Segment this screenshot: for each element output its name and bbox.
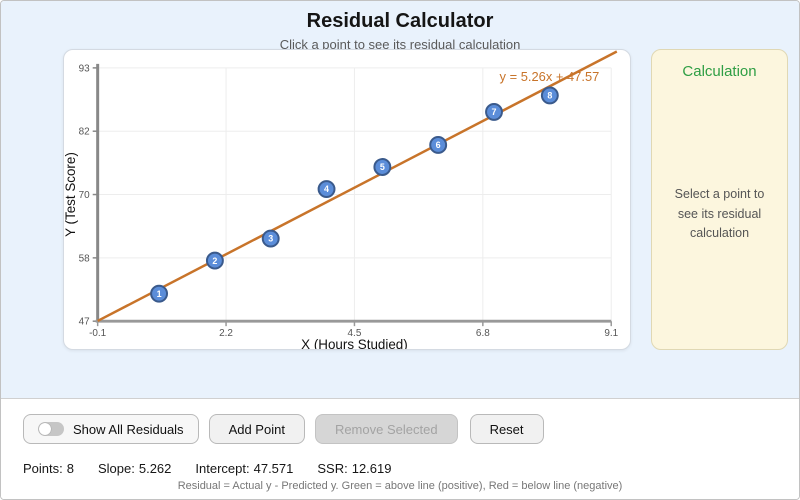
controls-row: Show All Residuals Add Point Remove Sele…	[23, 414, 799, 444]
y-tick-label: 70	[79, 190, 91, 201]
stat-ssr: SSR: 12.619	[317, 461, 392, 476]
page-title: Residual Calculator	[306, 10, 494, 32]
chart-section: Residual Calculator Click a point to see…	[1, 1, 799, 399]
data-point-3[interactable]: 3	[261, 229, 280, 248]
add-point-button[interactable]: Add Point	[208, 414, 305, 444]
calculation-panel: Calculation Select a point to see its re…	[651, 49, 788, 350]
stat-ssr-value: 12.619	[351, 461, 392, 476]
svg-text:3: 3	[268, 234, 273, 244]
controls-section: Show All Residuals Add Point Remove Sele…	[1, 399, 799, 499]
equation-label: y = 5.26x + 47.57	[500, 69, 600, 84]
show-all-residuals-label: Show All Residuals	[73, 421, 184, 437]
svg-text:1: 1	[157, 289, 162, 299]
calculation-placeholder-wrap: Select a point to see its residual calcu…	[671, 80, 769, 349]
stat-points-value: 8	[66, 461, 74, 476]
regression-line	[97, 50, 618, 323]
calculation-placeholder-text: Select a point to see its residual calcu…	[674, 187, 765, 241]
svg-text:5: 5	[380, 162, 385, 172]
footer-note: Residual = Actual y - Predicted y. Green…	[177, 480, 623, 492]
toggle-knob	[39, 423, 51, 435]
toggle-switch-icon[interactable]	[38, 422, 64, 436]
svg-text:8: 8	[547, 91, 552, 101]
y-axis-title: Y (Test Score)	[64, 152, 78, 237]
remove-selected-button[interactable]: Remove Selected	[314, 414, 458, 444]
reset-button[interactable]: Reset	[469, 414, 544, 444]
stat-slope: Slope: 5.262	[97, 461, 172, 476]
chart-card: -0.1 2.2 4.5 6.8 9.1 47 58 70 82 93 X (Hours Studi…	[63, 49, 631, 350]
data-point-4[interactable]: 4	[317, 180, 336, 198]
data-point-6[interactable]: 6	[429, 136, 448, 154]
stats-row: Points: 8 Slope: 5.262 Intercept: 47.571 SS…	[23, 461, 799, 476]
stat-points: Points: 8	[23, 461, 74, 476]
svg-text:4: 4	[324, 184, 329, 194]
x-tick-label: 9.1	[604, 328, 618, 339]
show-all-residuals-toggle[interactable]: Show All Residuals	[23, 414, 199, 444]
data-point-2[interactable]: 2	[205, 251, 224, 270]
x-axis-title: X (Hours Studied)	[301, 337, 408, 349]
page-subtitle: Click a point to see its residual calcul…	[279, 37, 521, 52]
svg-text:2: 2	[212, 256, 217, 266]
svg-text:6: 6	[436, 140, 441, 150]
y-tick-label: 58	[79, 253, 91, 264]
y-tick-label: 93	[79, 63, 91, 74]
data-point-1[interactable]: 1	[150, 284, 169, 303]
data-point-5[interactable]: 5	[373, 158, 392, 176]
x-tick-label: 2.2	[219, 328, 233, 339]
stat-intercept-value: 47.571	[253, 461, 294, 476]
calculation-panel-title: Calculation	[682, 63, 757, 80]
data-point-8[interactable]: 8	[540, 86, 559, 105]
x-tick-label: 4.5	[348, 328, 362, 339]
stat-intercept: Intercept: 47.571	[195, 461, 294, 476]
y-tick-label: 82	[79, 127, 91, 138]
stat-slope-value: 5.262	[138, 461, 172, 476]
x-tick-label: 6.8	[476, 328, 490, 339]
x-tick-label: -0.1	[89, 328, 107, 339]
y-tick-label: 47	[79, 317, 91, 328]
data-point-7[interactable]: 7	[485, 102, 503, 121]
svg-text:7: 7	[492, 107, 497, 117]
